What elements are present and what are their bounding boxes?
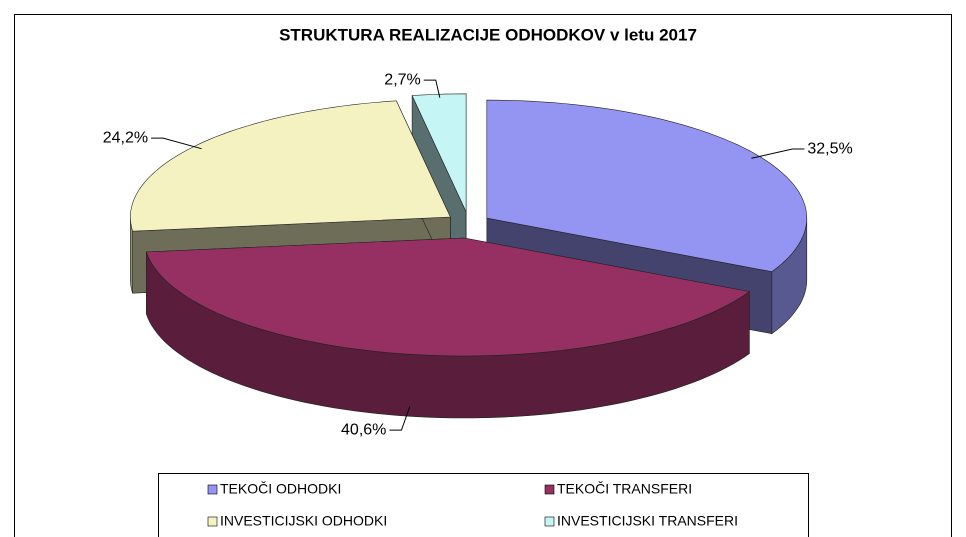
legend [158,473,809,537]
legend-label: INVESTICIJSKI ODHODKI [220,513,387,529]
leader-line [751,148,805,159]
data-label: 32,5% [807,140,852,157]
legend-swatch [544,516,555,527]
legend-swatch [207,484,218,495]
legend-swatch [544,484,555,495]
legend-label: TEKOČI TRANSFERI [557,481,692,497]
legend-swatch [207,516,218,527]
data-label: 40,6% [341,421,386,438]
data-label: 2,7% [384,71,420,88]
leader-line [389,406,411,431]
pie [130,93,808,419]
legend-label: TEKOČI ODHODKI [220,481,341,497]
data-label: 24,2% [103,129,148,146]
leader-line [151,137,202,150]
legend-label: INVESTICIJSKI TRANSFERI [557,513,738,529]
chart-title: STRUKTURA REALIZACIJE ODHODKOV v letu 20… [279,25,697,44]
leader-line [423,79,441,98]
slice [145,237,751,357]
